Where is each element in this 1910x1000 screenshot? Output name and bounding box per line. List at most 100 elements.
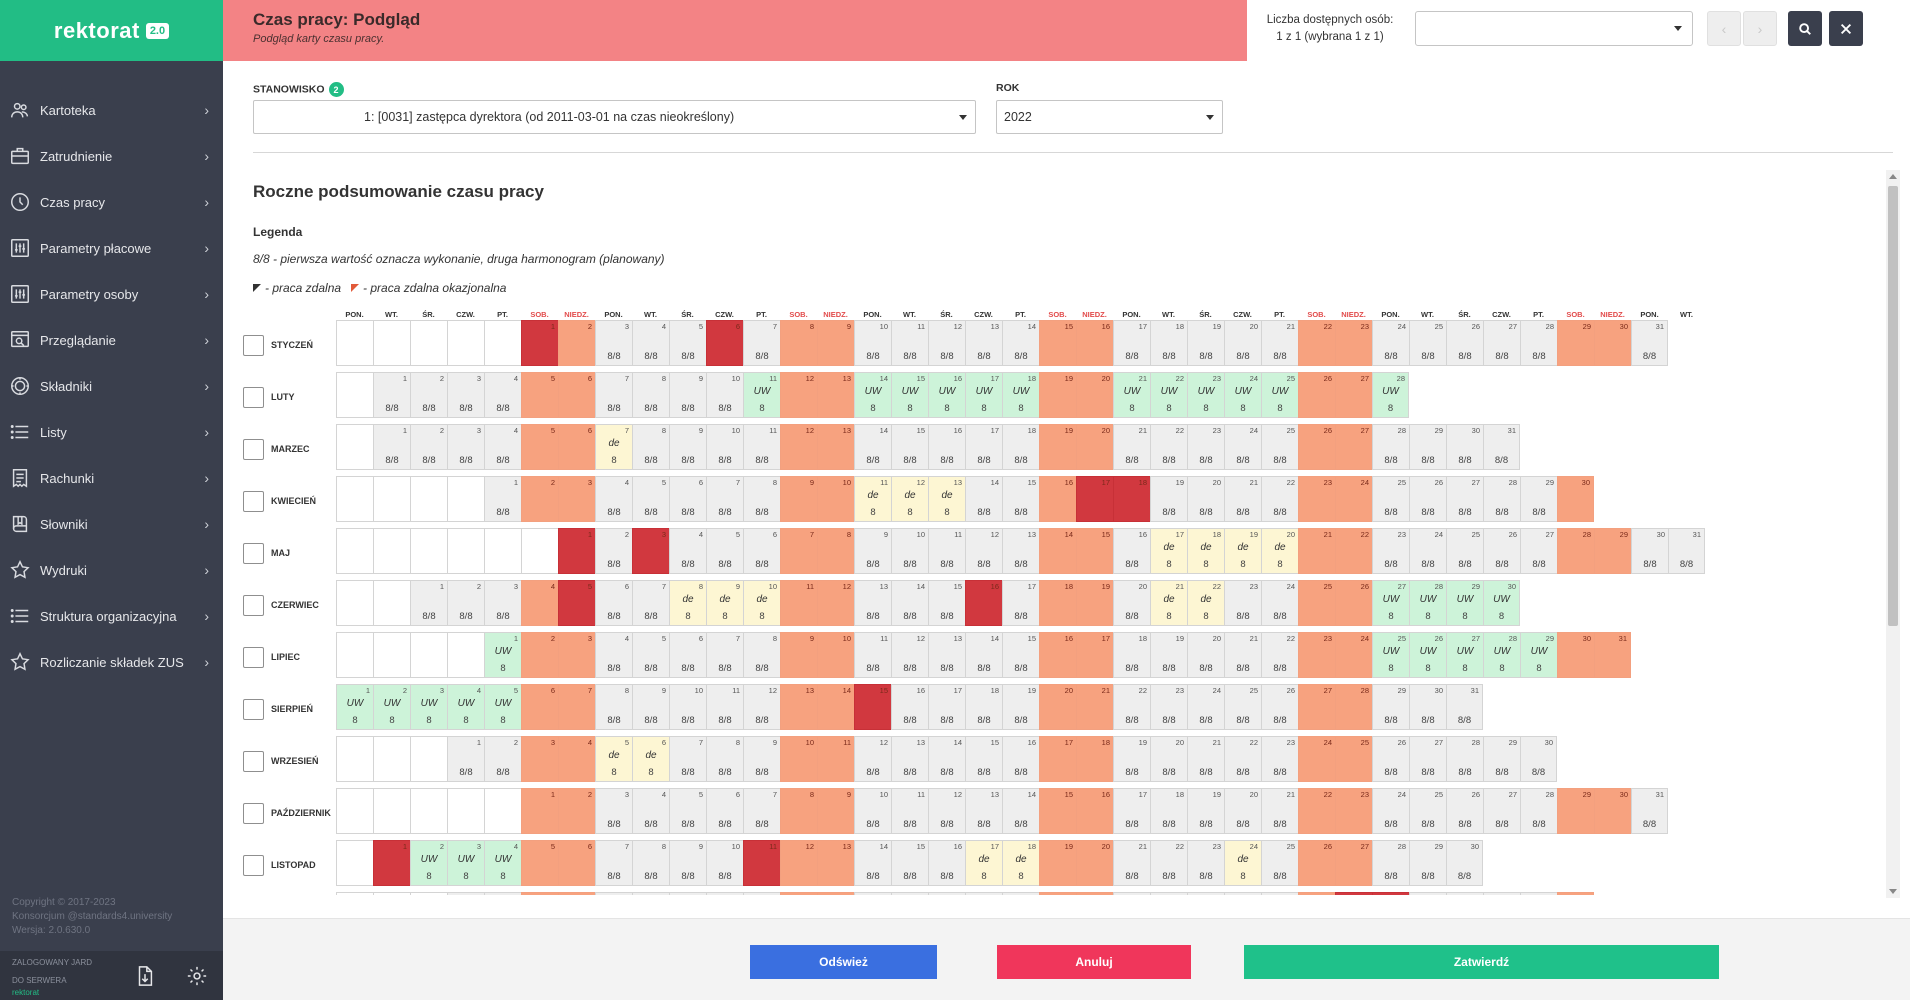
day-cell[interactable]: 17 8/8 [928, 684, 965, 730]
day-cell[interactable]: 26 8/8 [1372, 736, 1409, 782]
day-cell[interactable]: 18 [1113, 476, 1150, 522]
day-cell[interactable]: 4 8/8 [484, 424, 521, 470]
day-cell[interactable]: 23 UW 8 [1187, 372, 1224, 418]
day-cell[interactable]: 29 [1594, 528, 1631, 574]
day-cell[interactable]: 22 8/8 [1224, 736, 1261, 782]
day-cell[interactable]: 9 8/8 [669, 840, 706, 886]
day-cell[interactable]: 24 UW 8 [1224, 372, 1261, 418]
day-cell[interactable]: 19 8/8 [1002, 684, 1039, 730]
day-cell[interactable]: 27 [1335, 840, 1372, 886]
day-cell[interactable]: 23 8/8 [1261, 736, 1298, 782]
day-cell[interactable]: 10 8/8 [854, 320, 891, 366]
sidebar-item-wydruki[interactable]: Wydruki › [0, 547, 223, 593]
day-cell[interactable]: 15 8/8 [891, 840, 928, 886]
day-cell[interactable]: 3 8/8 [484, 580, 521, 626]
day-cell[interactable]: 10 8/8 [706, 372, 743, 418]
day-cell[interactable]: 8 [780, 320, 817, 366]
day-cell[interactable]: 7 8/8 [743, 320, 780, 366]
day-cell[interactable]: 3 8/8 [595, 788, 632, 834]
month-checkbox[interactable] [243, 439, 264, 460]
sidebar-item-kartoteka[interactable]: Kartoteka › [0, 87, 223, 133]
day-cell[interactable]: 17 [1039, 736, 1076, 782]
scrollbar-thumb[interactable] [1888, 186, 1898, 626]
close-button[interactable] [1829, 11, 1863, 46]
day-cell[interactable]: 6 [706, 320, 743, 366]
day-cell[interactable]: 4 [521, 580, 558, 626]
day-cell[interactable]: 15 8/8 [965, 736, 1002, 782]
day-cell[interactable]: 4 8/8 [595, 476, 632, 522]
day-cell[interactable]: 16 [1076, 320, 1113, 366]
day-cell[interactable]: 25 [1335, 892, 1372, 895]
day-cell[interactable]: 16 8/8 [928, 840, 965, 886]
day-cell[interactable]: 14 UW 8 [854, 372, 891, 418]
day-cell[interactable]: 2 8/8 [484, 736, 521, 782]
day-cell[interactable]: 5 8/8 [669, 320, 706, 366]
day-cell[interactable]: 6 [521, 684, 558, 730]
day-cell[interactable]: 25 8/8 [1409, 788, 1446, 834]
day-cell[interactable]: 6 [558, 840, 595, 886]
day-cell[interactable]: 11 8/8 [854, 632, 891, 678]
day-cell[interactable]: 11 8/8 [891, 788, 928, 834]
day-cell[interactable]: 30 UW 8 [1483, 580, 1520, 626]
day-cell[interactable]: 21 8/8 [1261, 788, 1298, 834]
day-cell[interactable]: 10 8/8 [854, 788, 891, 834]
day-cell[interactable]: 14 8/8 [891, 580, 928, 626]
day-cell[interactable]: 19 8/8 [1187, 788, 1224, 834]
day-cell[interactable]: 31 8/8 [1668, 528, 1705, 574]
day-cell[interactable]: 30 8/8 [1409, 684, 1446, 730]
day-cell[interactable]: 138/8 [891, 892, 928, 895]
day-cell[interactable]: 288/8 [1446, 892, 1483, 895]
day-cell[interactable]: 10 [817, 632, 854, 678]
day-cell[interactable]: 14 8/8 [1002, 320, 1039, 366]
day-cell[interactable]: 28 UW 8 [1372, 372, 1409, 418]
day-cell[interactable]: 3 8/8 [595, 320, 632, 366]
day-cell[interactable]: 11 [817, 736, 854, 782]
day-cell[interactable]: 22 [1298, 320, 1335, 366]
day-cell[interactable]: 23 8/8 [1224, 580, 1261, 626]
day-cell[interactable]: 17 8/8 [1113, 320, 1150, 366]
day-cell[interactable]: 26 [1298, 424, 1335, 470]
day-cell[interactable]: 29 UW 8 [1520, 632, 1557, 678]
sidebar-item-struktura-organizacyjna[interactable]: Struktura organizacyjna › [0, 593, 223, 639]
day-cell[interactable]: 21 de 8 [1150, 580, 1187, 626]
day-cell[interactable]: 11 8/8 [706, 684, 743, 730]
day-cell[interactable]: 4 8/8 [669, 528, 706, 574]
day-cell[interactable]: 16 8/8 [1002, 736, 1039, 782]
day-cell[interactable]: 30 [1557, 632, 1594, 678]
day-cell[interactable]: 5 8/8 [669, 788, 706, 834]
day-cell[interactable]: 9 [780, 476, 817, 522]
day-cell[interactable]: 6 8/8 [595, 580, 632, 626]
day-cell[interactable]: 24 8/8 [1372, 788, 1409, 834]
sidebar-item-parametry-placowe[interactable]: Parametry płacowe › [0, 225, 223, 271]
day-cell[interactable]: 5 [521, 424, 558, 470]
day-cell[interactable]: 12 de 8 [891, 476, 928, 522]
sidebar-item-listy[interactable]: Listy › [0, 409, 223, 455]
day-cell[interactable]: 10 8/8 [706, 424, 743, 470]
day-cell[interactable]: 18 [1076, 736, 1113, 782]
day-cell[interactable]: 23 [1335, 788, 1372, 834]
day-cell[interactable]: 18 de 8 [1187, 528, 1224, 574]
day-cell[interactable]: 22 de 8 [1187, 580, 1224, 626]
day-cell[interactable]: 21 8/8 [1224, 632, 1261, 678]
day-cell[interactable]: 29 8/8 [1520, 476, 1557, 522]
day-cell[interactable]: 31 8/8 [1631, 788, 1668, 834]
day-cell[interactable]: 23 [1335, 320, 1372, 366]
day-cell[interactable]: 31 8/8 [1446, 684, 1483, 730]
day-cell[interactable]: 19 [1039, 840, 1076, 886]
day-cell[interactable]: 7 [558, 684, 595, 730]
day-cell[interactable]: 7 [780, 528, 817, 574]
day-cell[interactable]: 13 de 8 [928, 476, 965, 522]
day-cell[interactable]: 8 [780, 788, 817, 834]
day-cell[interactable]: 9 8/8 [669, 372, 706, 418]
day-cell[interactable]: 13 [780, 684, 817, 730]
day-cell[interactable]: 3 [558, 476, 595, 522]
day-cell[interactable]: 12 [780, 424, 817, 470]
day-cell[interactable]: 14 8/8 [928, 736, 965, 782]
day-cell[interactable]: 23 [1298, 476, 1335, 522]
day-cell[interactable]: 15 [1039, 320, 1076, 366]
day-cell[interactable]: 26 [1298, 372, 1335, 418]
day-cell[interactable]: 6 [558, 372, 595, 418]
day-cell[interactable]: 6 8/8 [669, 632, 706, 678]
